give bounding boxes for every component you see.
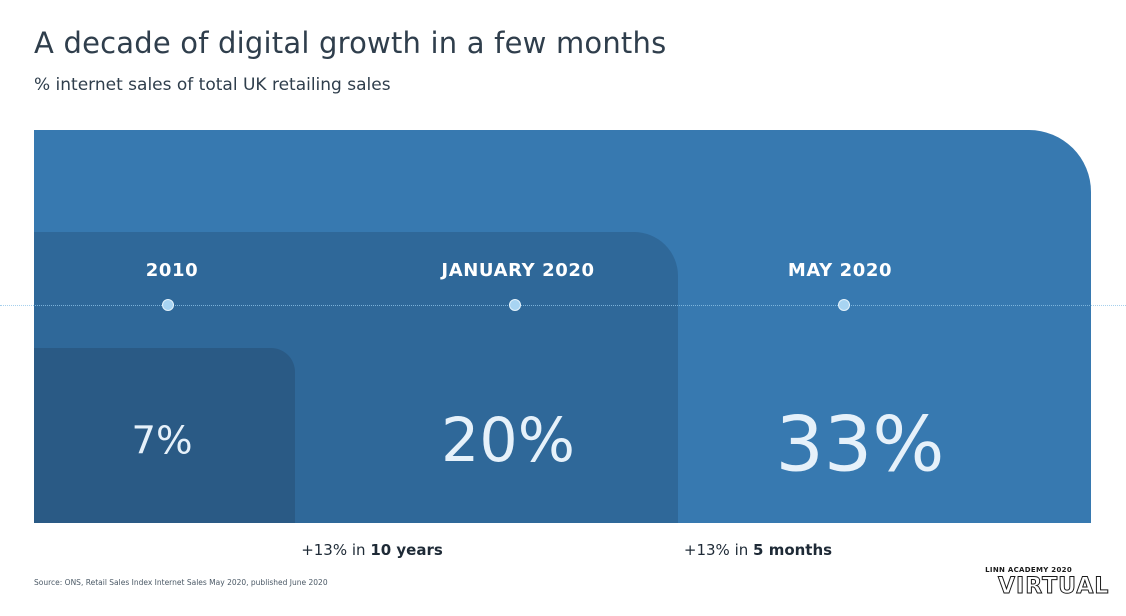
logo-main-text: VIRTUAL xyxy=(997,574,1110,600)
timeline-marker-may-2020 xyxy=(838,299,850,311)
logo-top-text: LINN ACADEMY 2020 xyxy=(985,566,1072,574)
period-label-january-2020: JANUARY 2020 xyxy=(441,260,595,281)
change-note-prefix: +13% in xyxy=(683,541,754,559)
value-label-may-2020: 33% xyxy=(775,399,945,489)
change-note-months: +13% in 5 months xyxy=(684,541,832,559)
change-note-prefix: +13% in xyxy=(301,541,371,559)
timeline-marker-2010 xyxy=(162,299,174,311)
change-note-emphasis: 10 years xyxy=(370,541,443,559)
period-label-2010: 2010 xyxy=(145,260,199,281)
chart-title: A decade of digital growth in a few mont… xyxy=(34,26,667,60)
change-note-emphasis: 5 months xyxy=(753,541,833,559)
timeline-marker-january-2020 xyxy=(509,299,521,311)
event-logo: LINN ACADEMY 2020 VIRTUAL xyxy=(985,566,1109,602)
timeline-line xyxy=(0,305,1126,306)
chart-subtitle: % internet sales of total UK retailing s… xyxy=(34,75,391,95)
value-label-january-2020: 20% xyxy=(441,406,575,476)
source-note: Source: ONS, Retail Sales Index Internet… xyxy=(34,578,328,587)
period-label-may-2020: MAY 2020 xyxy=(787,260,893,281)
value-label-2010: 7% xyxy=(131,418,193,464)
panel-2010 xyxy=(34,348,295,523)
change-note-decade: +13% in 10 years xyxy=(301,541,443,559)
